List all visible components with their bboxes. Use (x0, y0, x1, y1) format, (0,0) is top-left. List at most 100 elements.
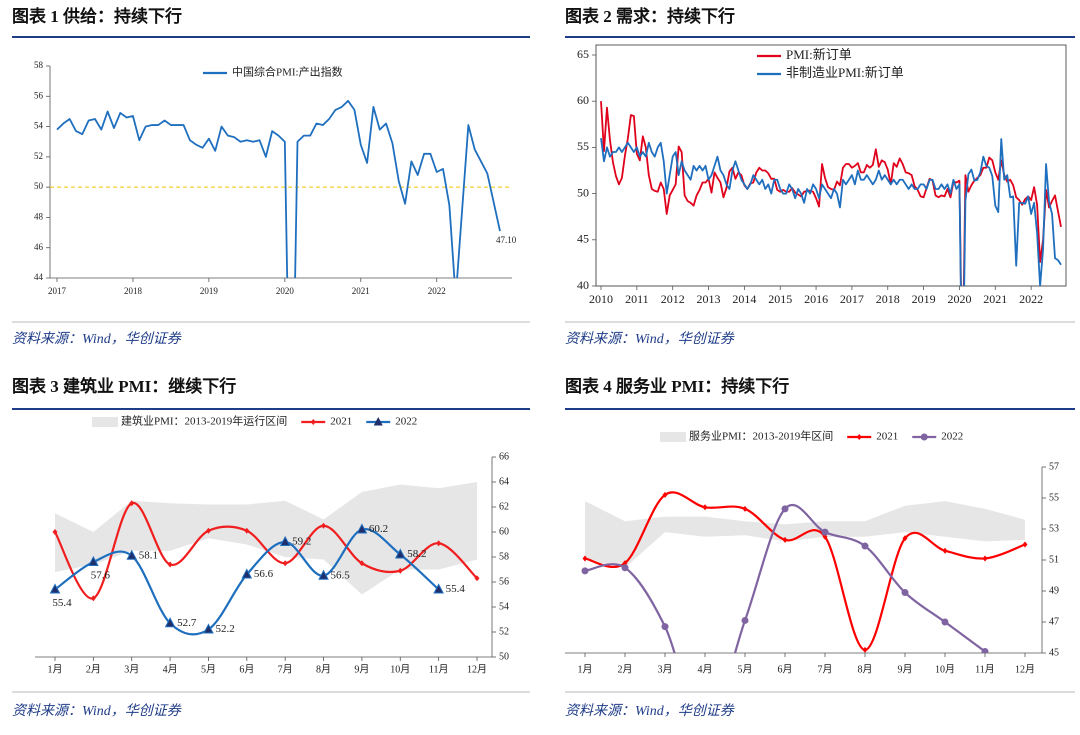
marker (662, 491, 668, 498)
marker (901, 589, 909, 597)
plot (600, 101, 1062, 286)
source-note: 资料来源：Wind，华创证券 (12, 703, 182, 719)
marker (167, 561, 173, 568)
y-tick-label: 55 (1049, 492, 1059, 503)
y-tick-label: 56 (34, 90, 44, 100)
x-tick-label: 5月 (201, 663, 216, 675)
plot (49, 482, 480, 636)
legend-label: 2021 (876, 431, 898, 443)
x-tick-label: 2018 (124, 286, 143, 296)
marker (661, 623, 669, 631)
marker (397, 567, 403, 574)
marker (902, 535, 908, 542)
y-tick-label: 57 (1049, 461, 1059, 472)
x-tick-label: 2019 (200, 286, 219, 296)
marker (942, 547, 948, 554)
marker (359, 560, 365, 567)
y-tick-label: 66 (499, 451, 509, 462)
plot-frame (595, 44, 1067, 287)
marker (244, 527, 250, 534)
value-label: 57.6 (91, 570, 111, 582)
x-tick-label: 2010 (589, 292, 613, 306)
y-tick-label: 50 (577, 185, 589, 199)
x-tick-label: 2013 (697, 292, 721, 306)
x-tick-label: 3月 (124, 663, 139, 675)
y-tick-label: 50 (499, 651, 509, 662)
x-tick-label: 2012 (661, 292, 685, 306)
range-band (55, 482, 477, 595)
y-tick-label: 65 (577, 47, 589, 61)
marker (282, 560, 288, 567)
marker (433, 583, 444, 594)
x-tick-label: 1月 (578, 663, 593, 675)
chart-title: 图表 1 供给：持续下行 (12, 6, 182, 26)
legend-marker (310, 419, 316, 425)
x-tick-label: 8月 (316, 663, 331, 675)
x-tick-label: 1月 (48, 663, 63, 675)
x-tick-label: 2018 (876, 292, 900, 306)
y-tick-label: 52 (34, 151, 43, 161)
marker (782, 536, 788, 543)
marker (241, 568, 253, 579)
y-tick-label: 56 (499, 576, 509, 587)
y-tick-label: 60 (577, 93, 589, 107)
value-label: 55.4 (52, 597, 72, 609)
y-tick-label: 54 (34, 121, 44, 131)
marker (436, 540, 442, 547)
marker (981, 647, 989, 653)
marker (52, 529, 58, 535)
marker (90, 595, 96, 602)
chart-title: 图表 3 建筑业 PMI：继续下行 (12, 376, 236, 396)
y-tick-label: 45 (1049, 647, 1059, 658)
y-tick-label: 44 (34, 272, 44, 282)
marker (203, 623, 214, 634)
x-tick-label: 2019 (912, 292, 936, 306)
y-tick-label: 58 (34, 60, 44, 70)
y-tick-label: 58 (499, 551, 509, 562)
x-tick-label: 2月 (618, 663, 633, 675)
x-tick-label: 2017 (840, 292, 864, 306)
x-tick-label: 2020 (947, 292, 971, 306)
x-tick-label: 5月 (738, 663, 753, 675)
marker (129, 500, 135, 507)
marker (356, 523, 368, 534)
y-tick-label: 54 (499, 601, 509, 612)
legend-swatch (660, 432, 686, 442)
value-label: 56.6 (254, 568, 274, 580)
y-tick-label: 49 (1049, 585, 1059, 596)
legend-label: 建筑业PMI：2013-2019年运行区间 (121, 414, 287, 428)
marker (49, 583, 61, 594)
x-tick-label: 2021 (983, 292, 1007, 306)
source-note: 资料来源：Wind，华创证券 (565, 331, 735, 347)
marker (742, 505, 748, 512)
x-tick-label: 12月 (467, 663, 487, 675)
x-tick-label: 6月 (778, 663, 793, 675)
x-tick-label: 2017 (48, 286, 67, 296)
legend-marker (373, 417, 383, 426)
marker (941, 618, 949, 626)
x-tick-label: 2014 (732, 292, 756, 306)
x-tick-label: 10月 (390, 663, 410, 675)
marker (474, 575, 480, 582)
value-label: 58.1 (139, 549, 158, 561)
legend-swatch (92, 417, 118, 427)
marker (621, 564, 629, 572)
marker (582, 555, 588, 562)
series-line (56, 99, 501, 278)
marker (741, 616, 749, 624)
marker (862, 646, 868, 653)
x-tick-label: 2月 (86, 663, 101, 675)
x-tick-label: 6月 (239, 663, 254, 675)
source-note: 资料来源：Wind，华创证券 (12, 331, 182, 347)
marker (318, 569, 329, 580)
legend-label: 2021 (330, 416, 352, 428)
marker (88, 555, 99, 566)
x-tick-label: 2015 (768, 292, 792, 306)
marker (279, 535, 291, 546)
x-tick-label: 11月 (429, 663, 449, 675)
legend-marker (920, 433, 928, 441)
